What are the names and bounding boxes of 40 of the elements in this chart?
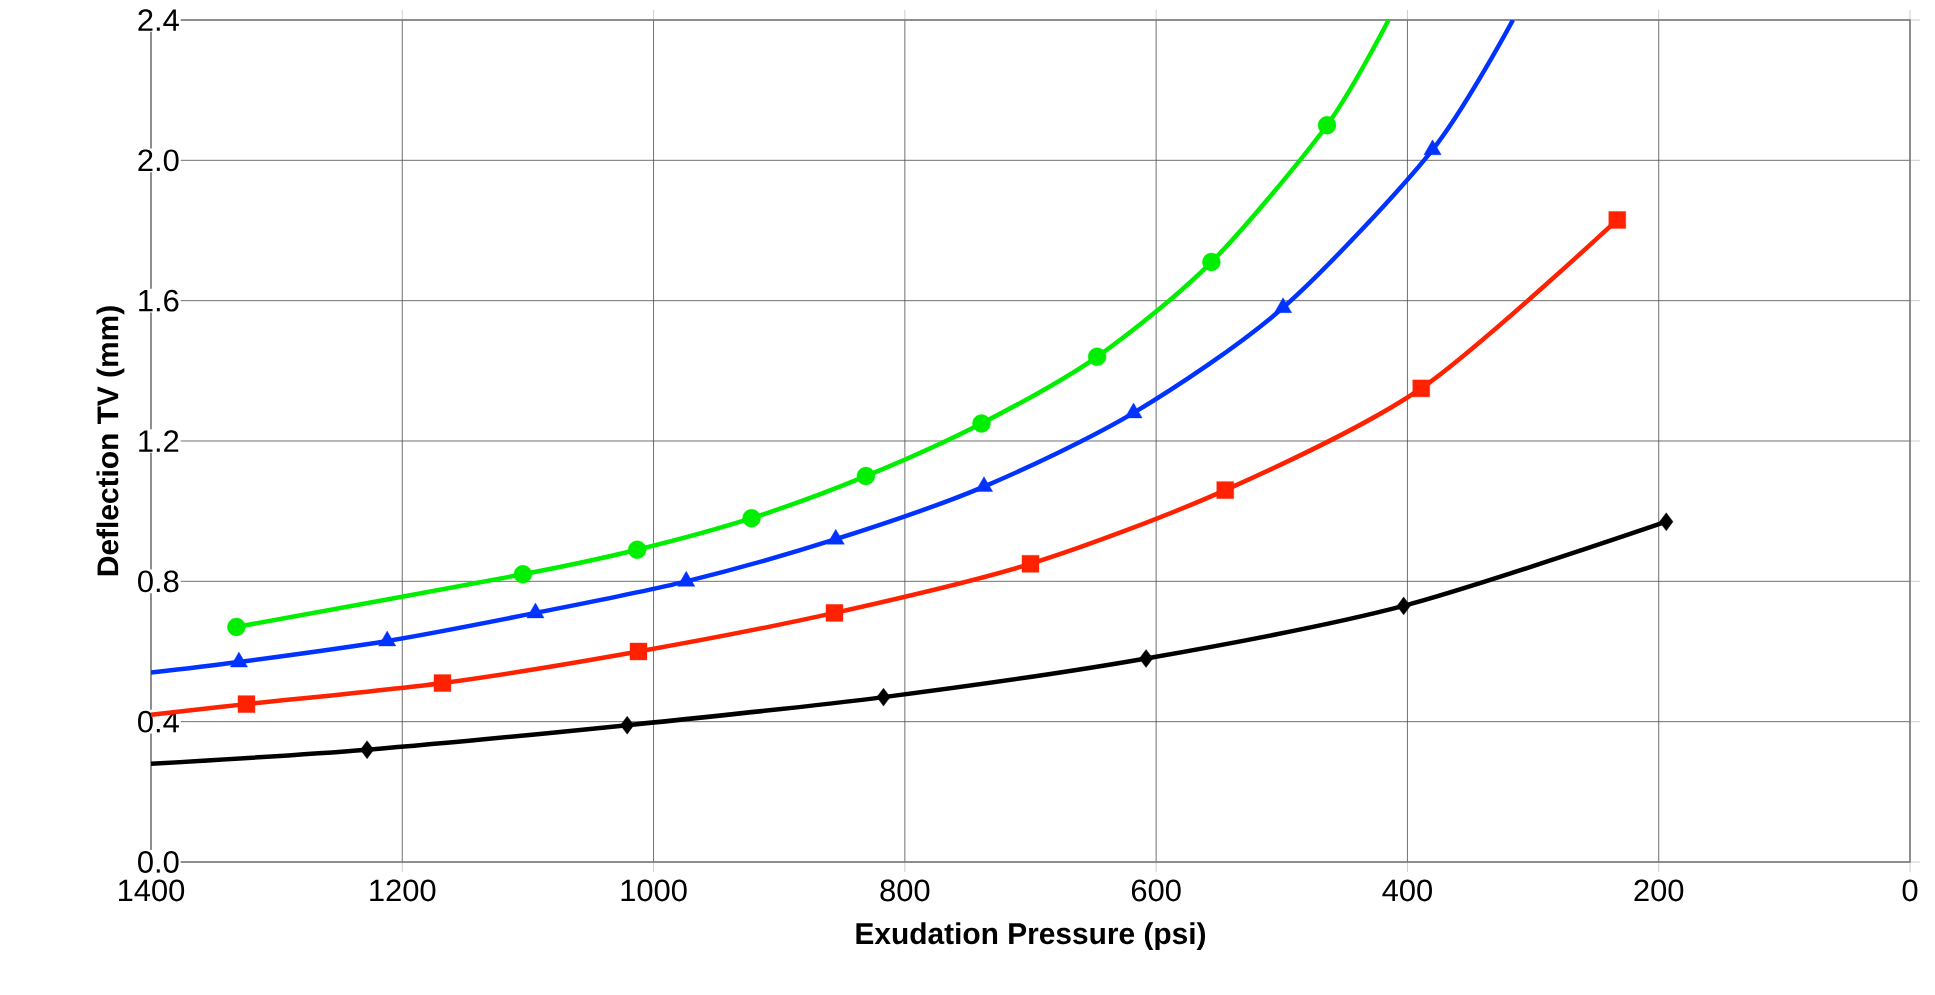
point xyxy=(513,565,533,584)
point xyxy=(360,740,375,759)
x-tick-label: 600 xyxy=(1131,879,1181,902)
point xyxy=(1087,347,1107,366)
y-axis-title: Deflection TV (mm) xyxy=(96,306,125,576)
point xyxy=(742,509,761,528)
point xyxy=(1608,211,1626,229)
point xyxy=(1216,481,1234,499)
x-tick-label: 1200 xyxy=(370,879,436,902)
x-tick-label: 400 xyxy=(1382,879,1432,902)
point xyxy=(433,674,452,692)
y-tick-label: 0.0 xyxy=(138,851,179,873)
point xyxy=(972,414,991,433)
x-axis-title: Exudation Pressure (psi) xyxy=(856,922,1206,951)
point xyxy=(1021,555,1040,573)
y-tick-label: 0.8 xyxy=(138,570,179,593)
y-tick-label: 0.4 xyxy=(138,710,179,733)
y-tick-label: 2.4 xyxy=(138,9,179,31)
point xyxy=(237,695,256,713)
point xyxy=(1412,379,1430,398)
point xyxy=(856,466,876,486)
point xyxy=(227,617,246,637)
x-tick-label: 1400 xyxy=(118,879,185,902)
point xyxy=(629,642,648,661)
point xyxy=(1396,596,1411,616)
point xyxy=(628,540,647,559)
point xyxy=(1317,116,1337,135)
point xyxy=(1139,649,1154,668)
x-tick-label: 1000 xyxy=(621,879,687,902)
x-tick-label: 0 xyxy=(1902,879,1918,902)
point xyxy=(1659,512,1674,531)
point xyxy=(1202,252,1221,272)
point xyxy=(825,604,844,622)
point xyxy=(876,687,891,707)
y-tick-label: 1.2 xyxy=(139,430,179,452)
x-tick-label: 200 xyxy=(1634,879,1684,902)
y-tick-label: 1.6 xyxy=(139,289,179,312)
point xyxy=(620,716,635,735)
x-tick-label: 800 xyxy=(880,879,930,902)
y-tick-label: 2.0 xyxy=(138,149,179,172)
